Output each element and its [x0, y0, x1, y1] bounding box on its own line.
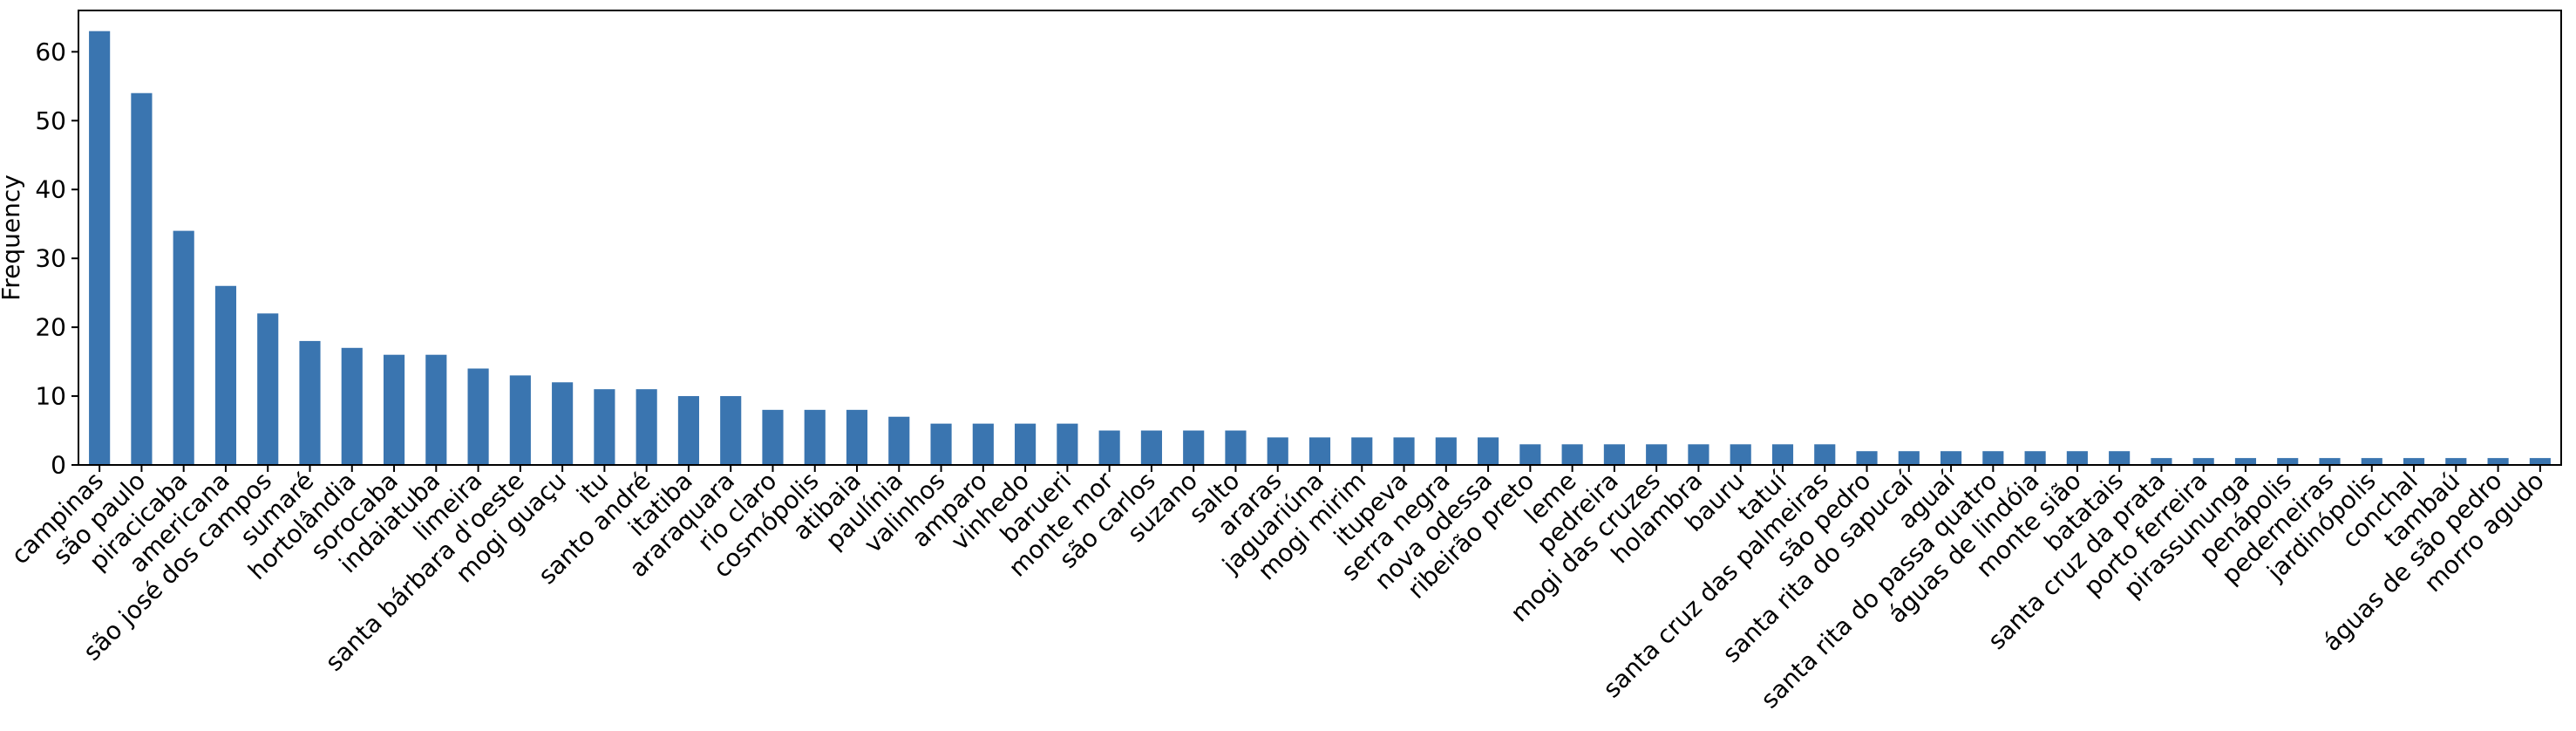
bar	[509, 375, 531, 465]
bar	[677, 396, 699, 465]
y-tick-label: 60	[35, 38, 66, 66]
bar	[131, 92, 153, 465]
bar	[1898, 451, 1920, 465]
bar	[2529, 458, 2551, 465]
bar	[2403, 458, 2425, 465]
bar	[383, 354, 405, 465]
bar	[1561, 444, 1583, 465]
y-tick-label: 10	[35, 382, 66, 411]
bar	[2234, 458, 2257, 465]
bar	[2066, 451, 2088, 465]
bar	[214, 285, 237, 465]
bar	[173, 230, 194, 465]
y-tick-label: 20	[35, 313, 66, 342]
bar	[1183, 430, 1205, 465]
bar	[1098, 430, 1120, 465]
bar	[762, 409, 784, 465]
bar	[2109, 451, 2131, 465]
bar	[1267, 437, 1288, 465]
bar	[1057, 423, 1078, 465]
bar	[2487, 458, 2509, 465]
bar	[1519, 444, 1541, 465]
bar	[341, 347, 363, 465]
bar	[1982, 451, 2004, 465]
bar	[2319, 458, 2341, 465]
y-tick-label: 0	[51, 451, 66, 480]
bar	[594, 389, 615, 465]
bar	[1771, 444, 1794, 465]
bar	[89, 31, 111, 466]
y-axis: 0 10 20 30 40 50 60	[35, 38, 78, 480]
bar	[1308, 437, 1331, 465]
bar	[1225, 430, 1247, 465]
bar	[552, 382, 574, 465]
bar	[2192, 458, 2214, 465]
bar	[1730, 444, 1751, 465]
bar	[972, 423, 994, 465]
bar	[1393, 437, 1415, 465]
bar	[1478, 437, 1499, 465]
bar	[2445, 458, 2467, 465]
bar	[1940, 451, 1962, 465]
bar	[467, 368, 489, 465]
bar	[930, 423, 952, 465]
bar	[2361, 458, 2382, 465]
bar	[804, 409, 826, 465]
bar	[1140, 430, 1162, 465]
bar	[1435, 437, 1457, 465]
bar	[1856, 451, 1878, 465]
y-tick-label: 30	[35, 244, 66, 273]
y-tick-label: 40	[35, 175, 66, 204]
bar	[2024, 451, 2046, 465]
bar	[1646, 444, 1668, 465]
bar	[299, 340, 321, 465]
bar	[1814, 444, 1836, 465]
y-axis-title: Frequency	[0, 174, 25, 301]
bar	[888, 416, 910, 465]
bar	[2277, 458, 2299, 465]
bar	[720, 396, 742, 465]
bar	[257, 313, 279, 465]
y-tick-label: 50	[35, 106, 66, 135]
bar	[1688, 444, 1709, 465]
plot-frame	[78, 10, 2562, 466]
bar	[1015, 423, 1037, 465]
bar	[846, 409, 868, 465]
bar	[425, 354, 447, 465]
bar	[2151, 458, 2172, 465]
bar	[1351, 437, 1373, 465]
bar	[636, 389, 657, 465]
bars-layer	[89, 31, 2551, 466]
bar	[1603, 444, 1625, 465]
